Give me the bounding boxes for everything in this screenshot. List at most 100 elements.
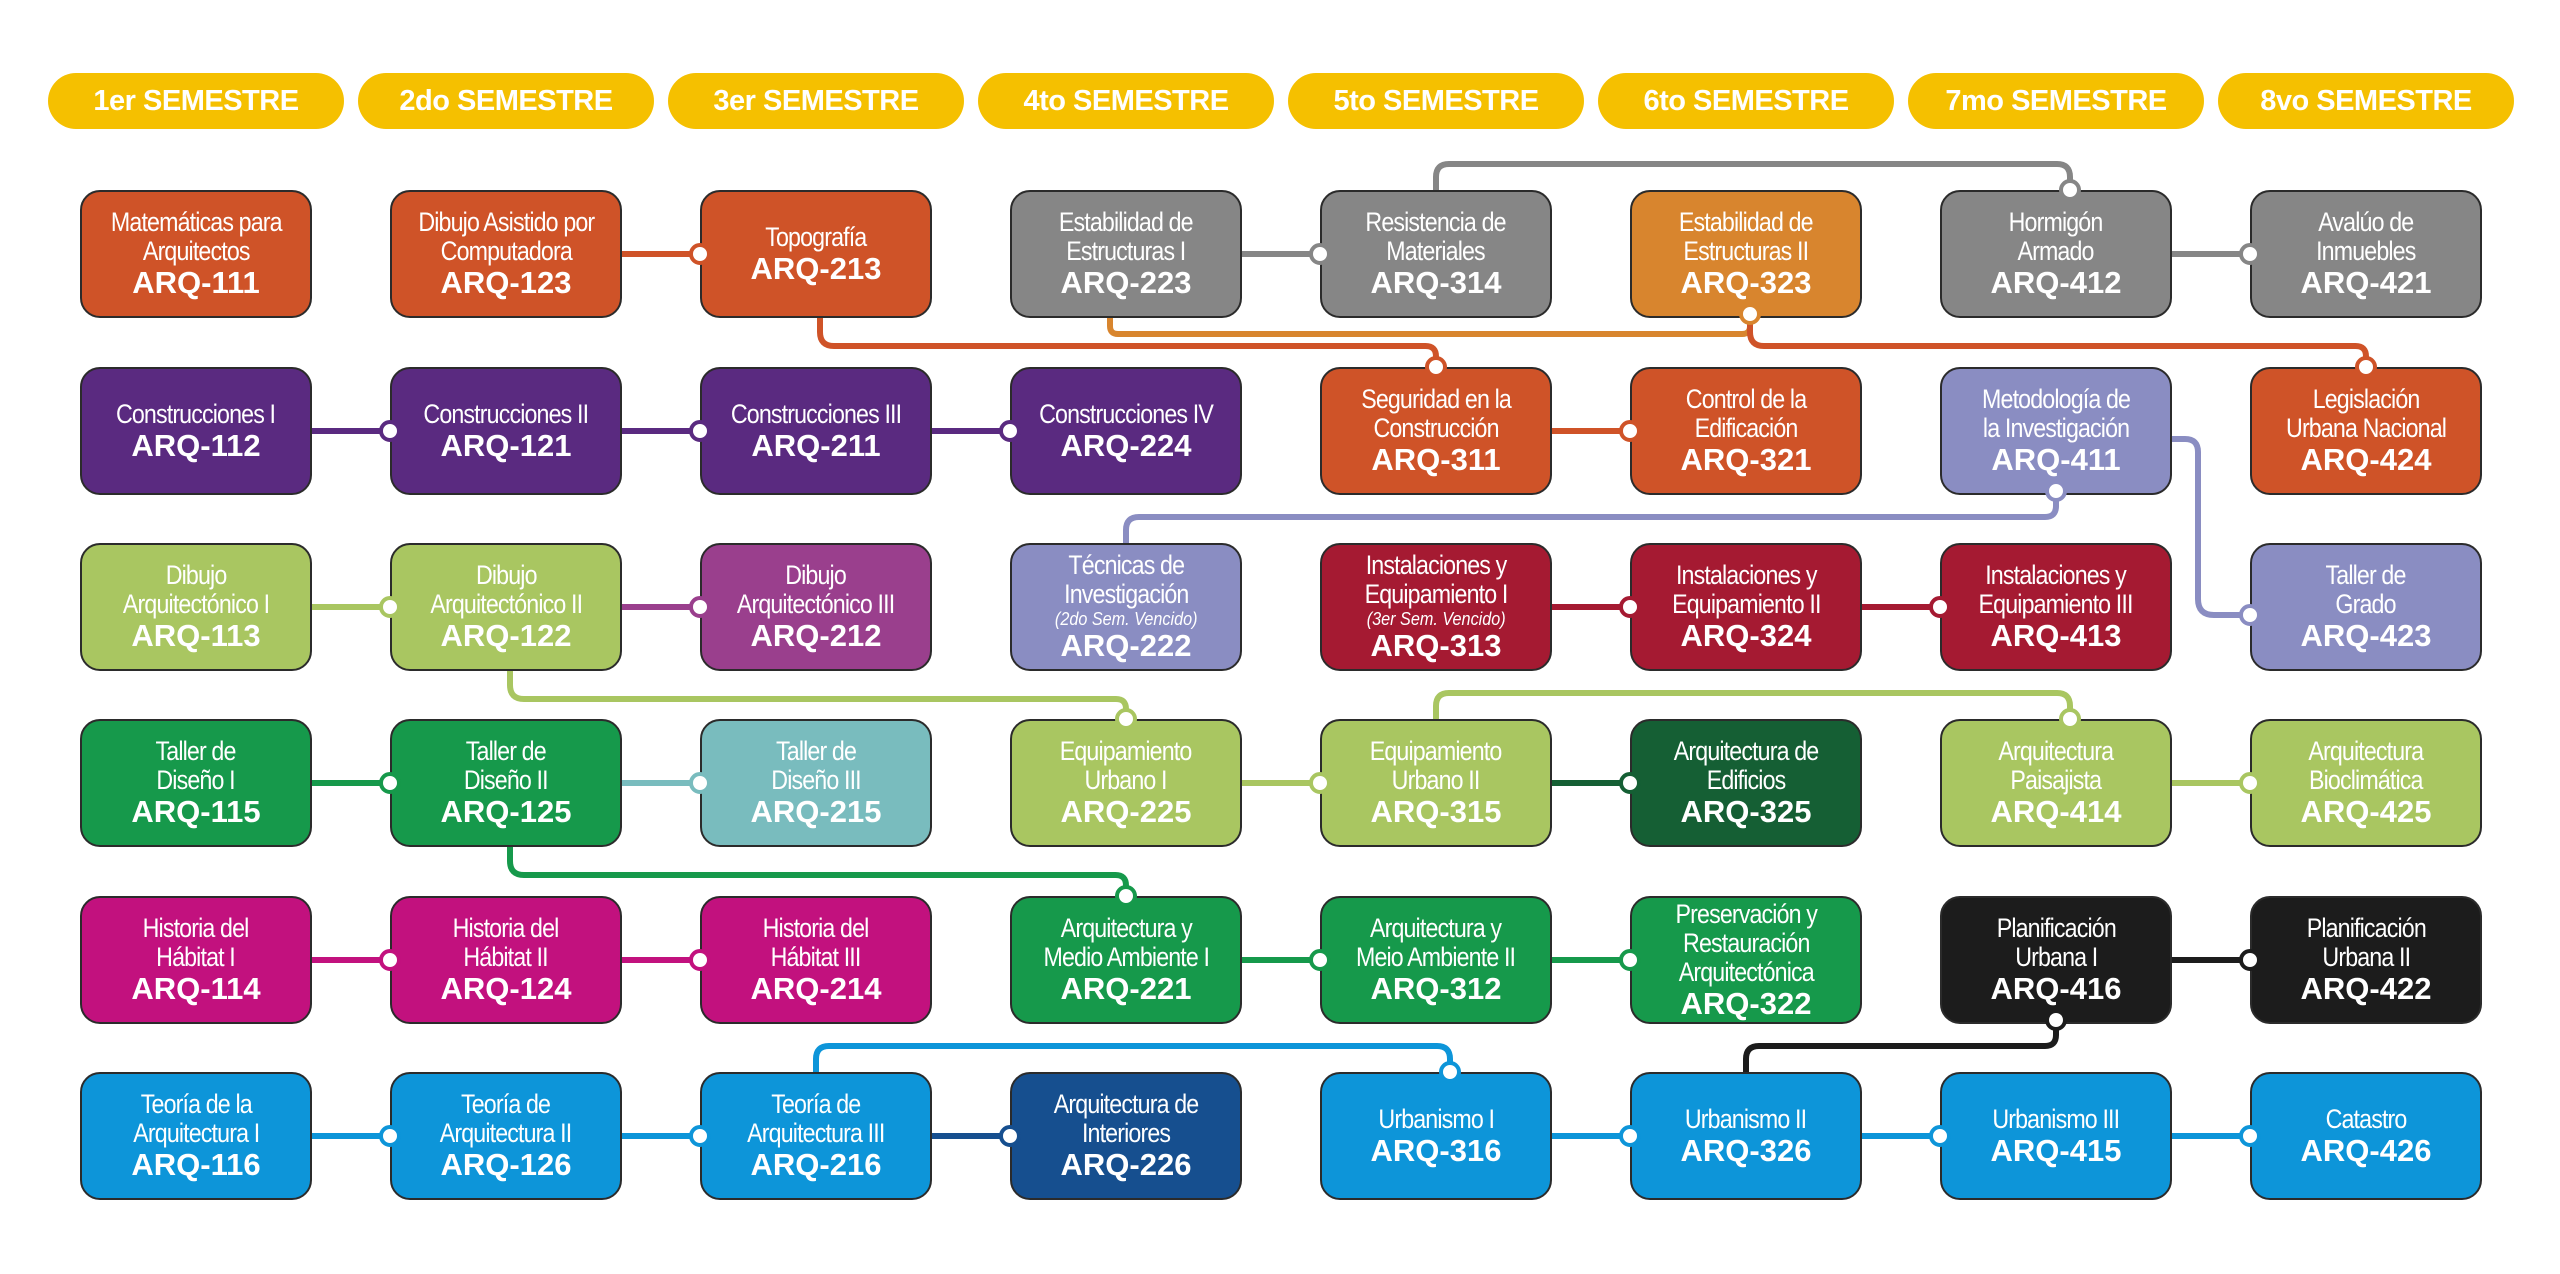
course-code: ARQ-422 <box>2300 971 2432 1006</box>
course-arq-122[interactable]: Dibujo Arquitectónico II ARQ-122 <box>390 543 622 671</box>
connector-dot-arq-415 <box>1929 1125 1951 1147</box>
course-name: Instalaciones y Equipamiento II <box>1671 560 1821 619</box>
course-arq-115[interactable]: Taller de Diseño I ARQ-115 <box>80 719 312 847</box>
course-name: Teoría de Arquitectura II <box>440 1089 573 1148</box>
course-arq-414[interactable]: Arquitectura Paisajista ARQ-414 <box>1940 719 2172 847</box>
course-code: ARQ-213 <box>750 250 882 286</box>
course-name: Dibujo Arquitectónico I <box>122 560 270 619</box>
course-arq-412[interactable]: Hormigón Armado ARQ-412 <box>1940 190 2172 318</box>
course-arq-324[interactable]: Instalaciones y Equipamiento II ARQ-324 <box>1630 543 1862 671</box>
course-arq-216[interactable]: Teoría de Arquitectura III ARQ-216 <box>700 1072 932 1200</box>
course-arq-113[interactable]: Dibujo Arquitectónico I ARQ-113 <box>80 543 312 671</box>
course-arq-225[interactable]: Equipamiento Urbano I ARQ-225 <box>1010 719 1242 847</box>
semester-header-7: 7mo SEMESTRE <box>1908 73 2204 129</box>
course-arq-222[interactable]: Técnicas de Investigación (2do Sem. Venci… <box>1010 543 1242 671</box>
connector-dot-arq-422 <box>2239 949 2261 971</box>
course-name: Instalaciones y Equipamiento III <box>1978 560 2134 619</box>
course-arq-212[interactable]: Dibujo Arquitectónico III ARQ-212 <box>700 543 932 671</box>
course-arq-321[interactable]: Control de la Edificación ARQ-321 <box>1630 367 1862 495</box>
semester-header-2: 2do SEMESTRE <box>358 73 654 129</box>
course-arq-415[interactable]: Urbanismo III ARQ-415 <box>1940 1072 2172 1200</box>
course-code: ARQ-326 <box>1680 1132 1812 1168</box>
course-arq-123[interactable]: Dibujo Asistido por Computadora ARQ-123 <box>390 190 622 318</box>
course-arq-416[interactable]: Planificación Urbana I ARQ-416 <box>1940 896 2172 1024</box>
connector-dot-arq-221 <box>1115 885 1137 907</box>
course-arq-423[interactable]: Taller de Grado ARQ-423 <box>2250 543 2482 671</box>
course-code: ARQ-115 <box>131 794 261 829</box>
course-name: Matemáticas para Arquitectos <box>110 207 283 266</box>
connector-arq-323-to-arq-424 <box>1747 318 2369 367</box>
semester-header-5: 5to SEMESTRE <box>1288 73 1584 129</box>
course-arq-326[interactable]: Urbanismo II ARQ-326 <box>1630 1072 1862 1200</box>
connector-arq-122-to-arq-225 <box>507 671 1129 719</box>
course-name: Hormigón Armado <box>2009 207 2104 266</box>
course-code: ARQ-322 <box>1680 985 1812 1021</box>
course-name: Instalaciones y Equipamiento I <box>1364 550 1509 609</box>
course-name: Dibujo Arquitectónico II <box>430 560 583 619</box>
course-arq-126[interactable]: Teoría de Arquitectura II ARQ-126 <box>390 1072 622 1200</box>
connector-arq-326-to-arq-416 <box>1743 1024 2059 1072</box>
course-arq-213[interactable]: Topografía ARQ-213 <box>700 190 932 318</box>
course-arq-325[interactable]: Arquitectura de Edificios ARQ-325 <box>1630 719 1862 847</box>
course-arq-311[interactable]: Seguridad en la Construcción ARQ-311 <box>1320 367 1552 495</box>
course-arq-413[interactable]: Instalaciones y Equipamiento III ARQ-413 <box>1940 543 2172 671</box>
course-arq-215[interactable]: Taller de Diseño III ARQ-215 <box>700 719 932 847</box>
connector-arq-125-to-arq-221 <box>507 847 1129 896</box>
course-arq-313[interactable]: Instalaciones y Equipamiento I (3er Sem. … <box>1320 543 1552 671</box>
course-code: ARQ-311 <box>1371 442 1501 477</box>
course-code: ARQ-216 <box>750 1147 882 1182</box>
course-code: ARQ-324 <box>1680 618 1812 653</box>
connector-dot-arq-214 <box>689 949 711 971</box>
course-arq-421[interactable]: Avalúo de Inmuebles ARQ-421 <box>2250 190 2482 318</box>
course-arq-424[interactable]: Legislación Urbana Nacional ARQ-424 <box>2250 367 2482 495</box>
course-name: Dibujo Asistido por Computadora <box>418 207 595 266</box>
connector-dot-arq-426 <box>2239 1125 2261 1147</box>
connector-dot-arq-314 <box>1309 243 1331 265</box>
course-arq-425[interactable]: Arquitectura Bioclimática ARQ-425 <box>2250 719 2482 847</box>
connector-dot-arq-121 <box>379 420 401 442</box>
course-arq-411[interactable]: Metodología de la Investigación ARQ-411 <box>1940 367 2172 495</box>
connector-dot-arq-326 <box>1619 1125 1641 1147</box>
course-code: ARQ-416 <box>1990 971 2122 1006</box>
course-name: Teoría de Arquitectura III <box>747 1089 885 1148</box>
course-arq-223[interactable]: Estabilidad de Estructuras I ARQ-223 <box>1010 190 1242 318</box>
course-code: ARQ-223 <box>1060 265 1192 300</box>
course-arq-121[interactable]: Construcciones II ARQ-121 <box>390 367 622 495</box>
course-arq-314[interactable]: Resistencia de Materiales ARQ-314 <box>1320 190 1552 318</box>
course-name: Historia del Hábitat III <box>763 913 870 972</box>
course-code: ARQ-323 <box>1680 265 1812 300</box>
course-arq-316[interactable]: Urbanismo I ARQ-316 <box>1320 1072 1552 1200</box>
course-code: ARQ-116 <box>131 1147 261 1182</box>
course-code: ARQ-123 <box>440 265 572 300</box>
course-arq-214[interactable]: Historia del Hábitat III ARQ-214 <box>700 896 932 1024</box>
course-arq-211[interactable]: Construcciones III ARQ-211 <box>700 367 932 495</box>
course-arq-322[interactable]: Preservación y Restauración Arquitectóni… <box>1630 896 1862 1024</box>
course-note: (2do Sem. Vencido) <box>1054 609 1198 629</box>
course-arq-426[interactable]: Catastro ARQ-426 <box>2250 1072 2482 1200</box>
course-arq-221[interactable]: Arquitectura y Medio Ambiente I ARQ-221 <box>1010 896 1242 1024</box>
course-code: ARQ-224 <box>1060 427 1192 463</box>
connector-dot-arq-424 <box>2355 356 2377 378</box>
course-arq-111[interactable]: Matemáticas para Arquitectos ARQ-111 <box>80 190 312 318</box>
course-arq-422[interactable]: Planificación Urbana II ARQ-422 <box>2250 896 2482 1024</box>
course-name: Resistencia de Materiales <box>1365 207 1507 266</box>
course-arq-125[interactable]: Taller de Diseño II ARQ-125 <box>390 719 622 847</box>
course-arq-224[interactable]: Construcciones IV ARQ-224 <box>1010 367 1242 495</box>
course-arq-114[interactable]: Historia del Hábitat I ARQ-114 <box>80 896 312 1024</box>
connector-dot-arq-321 <box>1619 420 1641 442</box>
course-arq-226[interactable]: Arquitectura de Interiores ARQ-226 <box>1010 1072 1242 1200</box>
course-arq-323[interactable]: Estabilidad de Estructuras II ARQ-323 <box>1630 190 1862 318</box>
course-arq-124[interactable]: Historia del Hábitat II ARQ-124 <box>390 896 622 1024</box>
course-name: Legislación Urbana Nacional <box>2285 384 2447 443</box>
course-code: ARQ-424 <box>2300 442 2432 477</box>
semester-header-8: 8vo SEMESTRE <box>2218 73 2514 129</box>
course-name: Taller de Diseño I <box>155 736 237 795</box>
course-arq-112[interactable]: Construcciones I ARQ-112 <box>80 367 312 495</box>
course-name: Avalúo de Inmuebles <box>2316 207 2416 266</box>
course-name: Arquitectura y Medio Ambiente I <box>1043 913 1210 972</box>
course-arq-315[interactable]: Equipamiento Urbano II ARQ-315 <box>1320 719 1552 847</box>
course-code: ARQ-126 <box>440 1147 572 1182</box>
course-arq-116[interactable]: Teoría de la Arquitectura I ARQ-116 <box>80 1072 312 1200</box>
course-arq-312[interactable]: Arquitectura y Meio Ambiente II ARQ-312 <box>1320 896 1552 1024</box>
course-code: ARQ-412 <box>1990 265 2122 300</box>
